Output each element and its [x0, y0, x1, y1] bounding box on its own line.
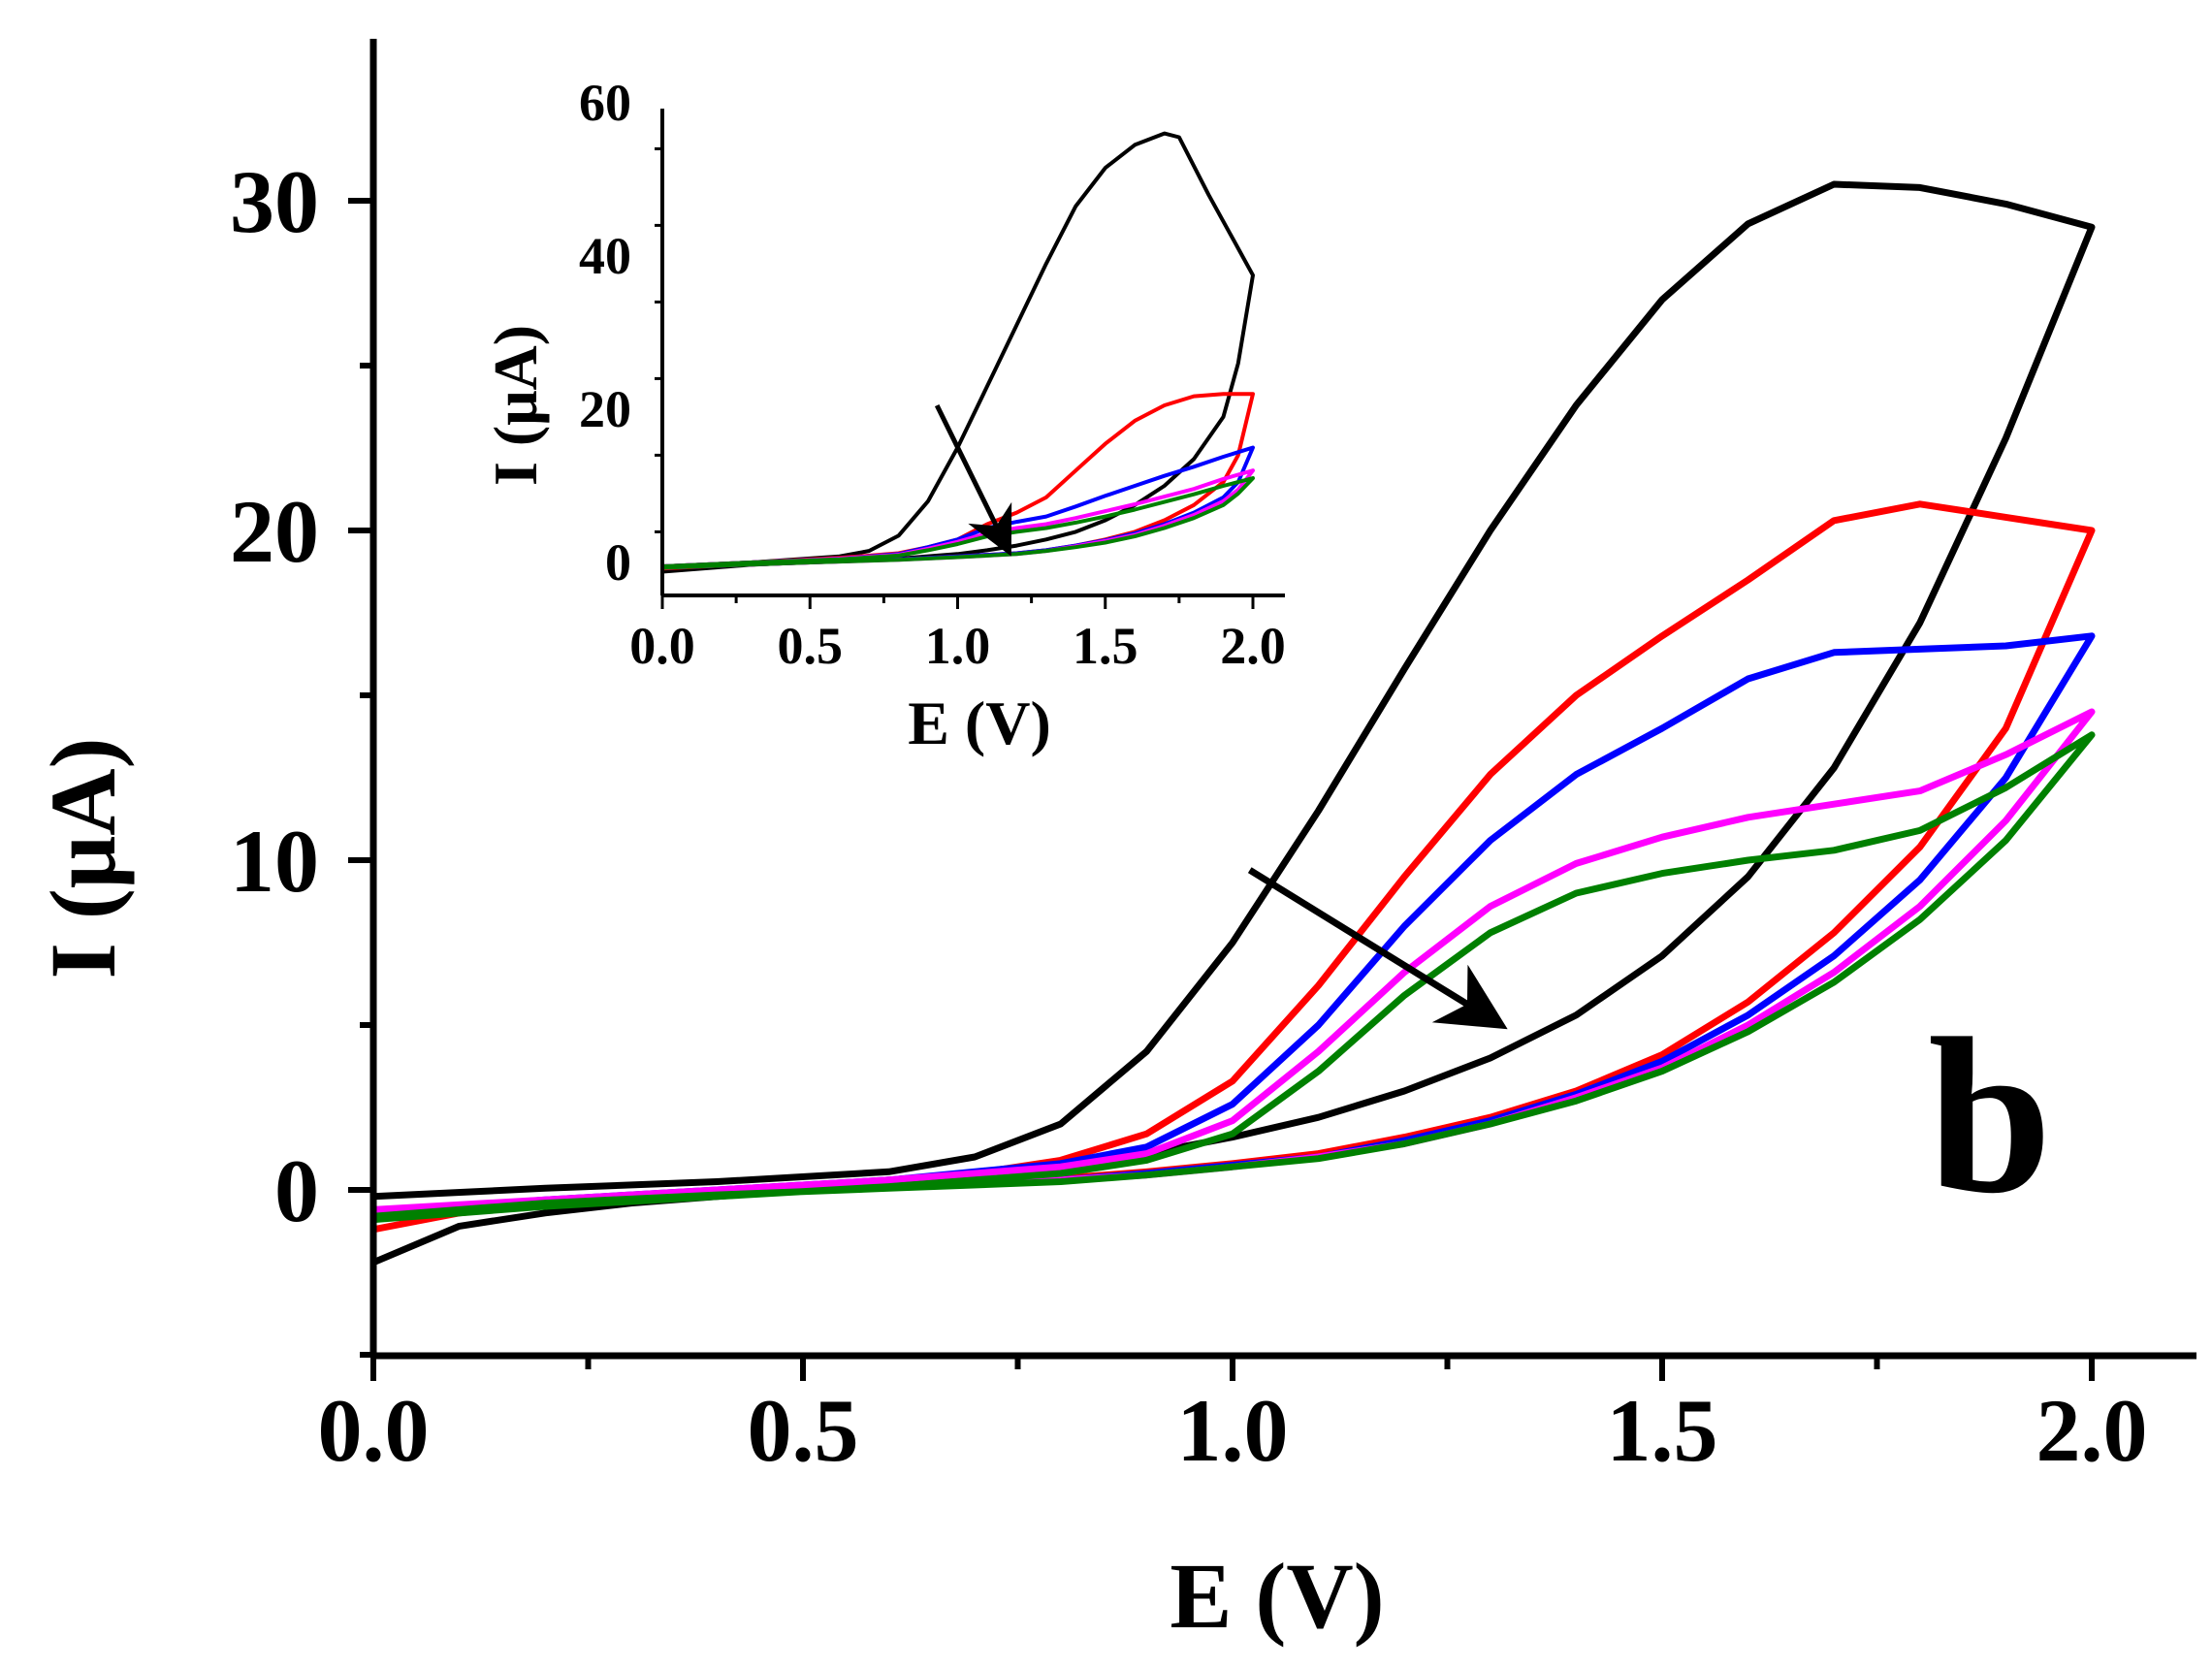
inset-ticks: 0.0 0.5 1.0 1.5 2.0 0 20 40 60 [579, 74, 1286, 675]
main-x-axis-title: E (V) [1170, 1544, 1384, 1648]
main-ticks: 0.0 0.5 1.0 1.5 2.0 0 10 20 30 [230, 152, 2148, 1480]
main-series-green [369, 731, 2096, 1224]
main-y-tick-label: 20 [230, 482, 319, 581]
inset-trend-arrow [934, 403, 1012, 557]
main-chart: 0.0 0.5 1.0 1.5 2.0 0 10 20 30 E (V) I (μA) b [31, 39, 2196, 1648]
main-y-axis-title: I (μA) [31, 737, 135, 978]
main-curves [369, 180, 2096, 1267]
inset-x-tick-label: 0.0 [629, 617, 695, 675]
main-trend-arrow [1247, 867, 1508, 1030]
inset-axes [660, 109, 1285, 597]
main-x-tick-label: 0.0 [318, 1381, 430, 1480]
inset-chart: 0.0 0.5 1.0 1.5 2.0 0 20 40 60 E (V) I (μA) [481, 74, 1286, 757]
main-y-tick-label: 30 [230, 152, 319, 251]
panel-label: b [1928, 992, 2052, 1239]
inset-y-tick-label: 20 [579, 380, 631, 438]
inset-x-axis-title: E (V) [908, 689, 1051, 757]
inset-y-tick-label: 40 [579, 227, 631, 285]
main-x-tick-label: 1.5 [1607, 1381, 1718, 1480]
main-x-tick-label: 1.0 [1177, 1381, 1289, 1480]
inset-x-tick-label: 0.5 [778, 617, 844, 675]
inset-y-tick-label: 0 [605, 533, 631, 592]
main-x-tick-label: 2.0 [2036, 1381, 2148, 1480]
inset-series-blue [660, 445, 1255, 570]
inset-curves [660, 131, 1255, 574]
main-y-tick-label: 10 [230, 812, 319, 911]
inset-x-tick-label: 2.0 [1220, 617, 1286, 675]
inset-x-tick-label: 1.0 [925, 617, 991, 675]
inset-y-tick-label: 60 [579, 74, 631, 132]
inset-x-tick-label: 1.5 [1073, 617, 1138, 675]
main-arrow-annotation [1247, 867, 1508, 1030]
main-series-blue [369, 632, 2096, 1220]
inset-y-axis-title: I (μA) [481, 325, 550, 486]
main-x-tick-label: 0.5 [748, 1381, 859, 1480]
inset-arrow-annotation [934, 403, 1012, 557]
inset-series-black [660, 131, 1255, 574]
main-y-tick-label: 0 [274, 1141, 319, 1240]
